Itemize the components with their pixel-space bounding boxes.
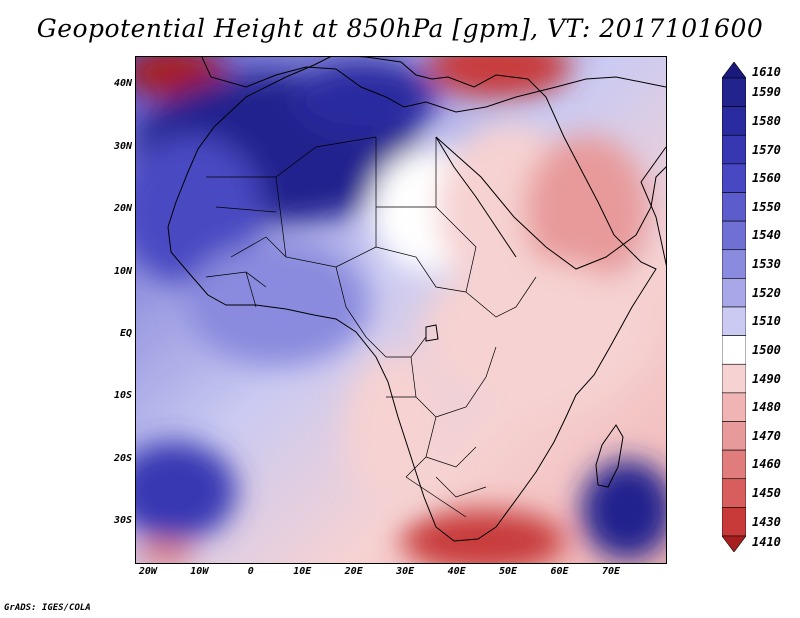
india-coast <box>640 146 666 267</box>
map-panel <box>135 56 667 564</box>
africa-coast <box>167 57 657 542</box>
colorbar-level-label: 1590 <box>752 85 781 100</box>
lon-tick-label: 10W <box>190 566 209 577</box>
lon-tick-label: 20W <box>138 566 157 577</box>
colorbar-segment <box>722 363 746 394</box>
red-sea-coast <box>435 136 517 258</box>
colorbar-segment <box>722 507 746 537</box>
lat-tick-label: 10S <box>113 390 132 402</box>
colorbar-level-label: 1560 <box>752 171 781 186</box>
colorbar-segment <box>722 249 746 279</box>
colorbar-top-arrow <box>722 62 746 79</box>
lake-victoria <box>425 324 439 342</box>
lon-tick-label: 50E <box>499 566 518 577</box>
lat-tick-label: 10N <box>113 265 132 277</box>
colorbar-segment <box>722 421 746 451</box>
field-blob <box>292 60 438 136</box>
colorbar-segment <box>722 278 746 308</box>
field-blob <box>524 135 648 286</box>
lat-tick-label: 40N <box>113 78 132 90</box>
grads-credit: GrADS: IGES/COLA <box>4 603 91 613</box>
field-blob <box>426 57 571 98</box>
colorbar-segment <box>722 77 746 107</box>
lon-tick-label: 30E <box>396 566 415 577</box>
colorbar-level-label: 1450 <box>752 486 781 501</box>
field-blob <box>184 241 371 367</box>
lat-tick-label: 20S <box>113 452 132 464</box>
colorbar-segment <box>722 192 746 222</box>
lon-tick-label: 40E <box>447 566 466 577</box>
lon-tick-label: 0 <box>247 566 254 577</box>
geopotential-map <box>136 57 666 563</box>
colorbar-level-label: 1530 <box>752 257 781 272</box>
country-borders <box>205 136 537 518</box>
colorbar-level-label: 1580 <box>752 113 781 128</box>
colorbar-bottom-arrow <box>722 535 746 552</box>
field-blob <box>136 135 263 285</box>
madagascar-coast <box>595 424 624 488</box>
coastlines <box>167 57 666 542</box>
colorbar-segment <box>722 306 746 336</box>
colorbar-level-label: 1430 <box>752 514 781 529</box>
colorbar-segment <box>722 134 746 165</box>
lon-tick-label: 20E <box>344 566 363 577</box>
field-blob <box>581 459 666 560</box>
colorbar-segment <box>722 392 746 422</box>
lat-tick-label: 30S <box>113 515 132 527</box>
chart-title: Geopotential Height at 850hPa [gpm], VT:… <box>36 14 764 43</box>
field-blob <box>421 260 648 410</box>
colorbar-segment <box>722 335 746 365</box>
lon-tick-label: 10E <box>293 566 312 577</box>
colorbar-segment <box>722 478 746 508</box>
europe-coast <box>201 57 666 113</box>
colorbar-level-label: 1520 <box>752 285 781 300</box>
colorbar-level-label: 1480 <box>752 400 781 415</box>
lat-tick-label: 20N <box>113 203 132 215</box>
field-blob <box>136 541 196 563</box>
field-blob <box>401 509 566 563</box>
colorbar-level-label: 1500 <box>752 342 781 357</box>
colorbar-level-label: 1490 <box>752 371 781 386</box>
arabia-coast <box>435 136 666 270</box>
lon-tick-label: 70E <box>601 566 620 577</box>
colorbar-level-label: 1540 <box>752 228 781 243</box>
colorbar-level-label: 1470 <box>752 428 781 443</box>
lat-tick-label: 30N <box>113 140 132 152</box>
colorbar-segment <box>722 449 746 480</box>
field-blob <box>136 441 237 542</box>
field-blob <box>344 353 448 504</box>
lon-tick-label: 60E <box>550 566 569 577</box>
colorbar-level-label: 1510 <box>752 314 781 329</box>
colorbar-level-label: 1410 <box>752 535 781 550</box>
colorbar <box>722 62 746 552</box>
colorbar-level-label: 1570 <box>752 142 781 157</box>
colorbar-level-label: 1550 <box>752 199 781 214</box>
colorbar-level-label: 1460 <box>752 457 781 472</box>
colorbar-segment <box>722 106 746 136</box>
lat-tick-label: EQ <box>119 327 132 339</box>
colorbar-segment <box>722 163 746 193</box>
colorbar-level-label: 1610 <box>752 64 781 79</box>
colorbar-segment <box>722 220 746 251</box>
